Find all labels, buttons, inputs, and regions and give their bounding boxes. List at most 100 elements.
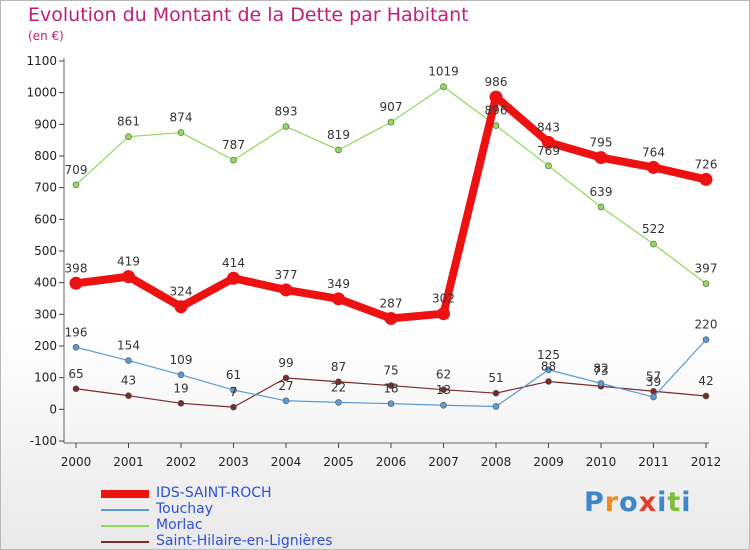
data-point (177, 371, 185, 379)
data-point (332, 292, 345, 306)
data-label: 398 (65, 261, 88, 275)
logo-letter: o (619, 487, 639, 518)
data-label: 302 (432, 292, 455, 306)
data-label: 893 (275, 105, 298, 119)
y-tick-label: 400 (34, 276, 57, 290)
y-tick-label: 700 (34, 181, 57, 195)
data-label: 220 (695, 318, 718, 332)
data-label: 795 (590, 136, 613, 150)
data-point (72, 343, 80, 351)
chart-unit-label: (en €) (28, 29, 64, 43)
data-label: 896 (485, 104, 508, 118)
data-point (125, 133, 132, 140)
data-point (387, 400, 395, 407)
logo-letter: P (584, 487, 605, 518)
y-tick-label: 300 (34, 307, 57, 321)
data-label: 639 (590, 185, 613, 199)
data-label: 65 (68, 367, 83, 381)
legend-label: IDS-SAINT-ROCH (156, 485, 272, 501)
data-point (387, 118, 395, 126)
y-tick-label: 800 (34, 149, 57, 163)
data-point (597, 380, 605, 387)
data-point (650, 387, 657, 395)
x-tick-label: 2010 (586, 455, 617, 469)
data-label: 414 (222, 256, 245, 270)
x-tick-label: 2006 (376, 455, 407, 469)
data-label: 82 (593, 361, 608, 375)
data-label: 99 (278, 356, 293, 370)
data-point (125, 357, 132, 364)
logo-letter: x (638, 487, 658, 518)
x-tick-label: 2012 (691, 455, 722, 469)
data-label: 787 (222, 138, 245, 152)
data-point (702, 280, 710, 287)
data-point (647, 160, 660, 174)
data-label: 62 (436, 368, 451, 382)
x-tick-label: 2002 (166, 455, 197, 469)
data-point (177, 400, 185, 407)
data-label: 109 (170, 353, 193, 367)
data-label: 125 (537, 348, 560, 362)
x-tick-label: 2004 (271, 455, 302, 469)
y-tick-label: 0 (49, 402, 57, 416)
data-point (335, 399, 342, 406)
data-point (230, 386, 237, 394)
legend-swatch (101, 541, 149, 543)
data-label: 51 (488, 371, 503, 385)
data-point (699, 172, 713, 186)
x-tick-label: 2007 (428, 455, 459, 469)
data-label: 907 (380, 100, 403, 114)
data-point (650, 393, 657, 401)
data-label: 819 (327, 128, 350, 142)
logo-letter: i (681, 487, 692, 518)
data-point (230, 156, 237, 164)
data-label: 27 (278, 379, 293, 393)
data-point (279, 283, 293, 297)
y-tick-label: 1000 (26, 86, 57, 100)
data-point (440, 386, 447, 394)
data-label: 874 (170, 111, 193, 125)
data-label: 764 (642, 145, 665, 159)
y-tick-label: 600 (34, 212, 57, 226)
data-label: 769 (537, 144, 560, 158)
data-point (545, 378, 552, 385)
data-label: 18 (383, 382, 398, 396)
data-point (650, 240, 657, 248)
x-tick-label: 2001 (113, 455, 144, 469)
y-tick-label: 1100 (26, 54, 57, 68)
legend-swatch (101, 490, 149, 498)
data-label: 196 (65, 325, 88, 339)
data-label: 377 (275, 268, 298, 282)
data-label: 726 (695, 157, 718, 171)
data-label: 73 (593, 364, 608, 378)
data-label: 986 (485, 75, 508, 89)
data-point (492, 389, 500, 397)
proxiti-logo: Proxiti (584, 487, 692, 518)
data-point (122, 270, 135, 284)
data-label: 61 (226, 368, 241, 382)
data-label: 88 (541, 359, 556, 373)
chart-title: Evolution du Montant de la Dette par Hab… (28, 4, 469, 26)
data-label: 87 (331, 360, 346, 374)
data-point (492, 122, 500, 129)
data-label: 154 (117, 339, 140, 353)
data-label: 7 (230, 385, 238, 399)
data-point (492, 403, 500, 410)
data-label: 75 (383, 364, 398, 378)
data-point (282, 374, 290, 382)
y-tick-label: 100 (34, 371, 57, 385)
x-tick-label: 2009 (533, 455, 564, 469)
data-point (125, 392, 132, 400)
data-point (69, 276, 83, 290)
logo-letter: i (657, 487, 668, 518)
y-tick-label: 500 (34, 244, 57, 258)
data-label: 42 (698, 374, 713, 388)
data-point (230, 403, 237, 411)
data-label: 861 (117, 115, 140, 129)
data-label: 397 (695, 262, 718, 276)
data-point (597, 203, 605, 211)
legend-swatch (101, 525, 149, 527)
data-point (335, 146, 342, 154)
